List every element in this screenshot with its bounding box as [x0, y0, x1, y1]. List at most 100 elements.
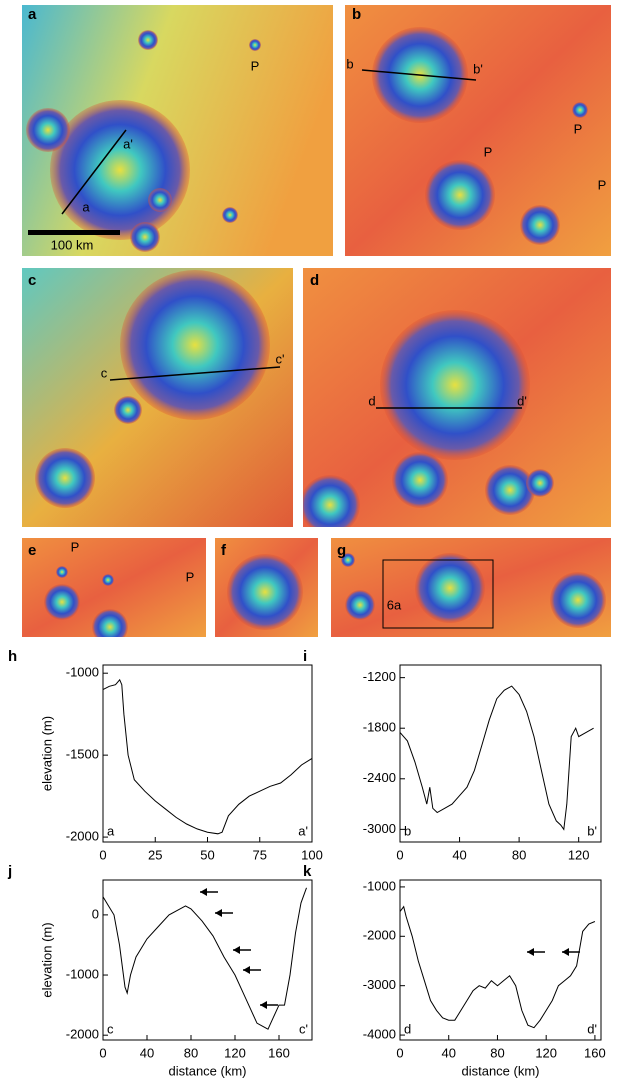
- map-label: P: [598, 177, 607, 192]
- crater: [56, 566, 68, 578]
- end-label: a': [298, 823, 308, 838]
- x-tick-label: 0: [396, 847, 403, 862]
- panel-letter: d: [310, 272, 319, 289]
- panel-letter: g: [337, 542, 346, 559]
- crater: [26, 108, 70, 152]
- map-image: [22, 268, 293, 527]
- end-label: c': [299, 1021, 308, 1036]
- x-tick-label: 0: [99, 847, 106, 862]
- y-tick-label: -2400: [363, 770, 396, 785]
- x-tick-label: 160: [584, 1045, 606, 1060]
- arrow-head: [527, 948, 534, 956]
- x-tick-label: 160: [268, 1045, 290, 1060]
- map-label: P: [251, 58, 260, 73]
- map-label: d': [517, 393, 527, 408]
- panel-letter: a: [28, 6, 37, 23]
- crater: [526, 469, 554, 497]
- x-tick-label: 40: [452, 847, 466, 862]
- map-label: P: [71, 539, 80, 554]
- start-label: b: [404, 823, 411, 838]
- map-image: [22, 5, 333, 256]
- map-label: P: [484, 144, 493, 159]
- y-tick-label: -2000: [66, 1027, 99, 1042]
- end-label: d': [587, 1021, 597, 1036]
- map-image: [22, 538, 206, 645]
- crater: [550, 572, 606, 628]
- y-tick-label: -1500: [66, 747, 99, 762]
- crater: [92, 609, 128, 645]
- x-tick-label: 120: [568, 847, 590, 862]
- x-axis-label: distance (km): [461, 1063, 539, 1078]
- profile-line: [103, 888, 307, 1029]
- crater: [380, 310, 530, 460]
- panel-letter: k: [303, 863, 312, 880]
- x-tick-label: 40: [140, 1045, 154, 1060]
- arrow-head: [243, 966, 250, 974]
- arrow-head: [215, 909, 222, 917]
- crater: [572, 102, 588, 118]
- arrow-head: [200, 888, 207, 896]
- crater: [300, 475, 360, 535]
- y-tick-label: -3000: [363, 821, 396, 836]
- panel-letter: e: [28, 542, 36, 559]
- crater: [50, 100, 190, 240]
- crater: [114, 396, 142, 424]
- crater: [227, 554, 303, 630]
- y-tick-label: -1200: [363, 669, 396, 684]
- map-label: b: [346, 56, 353, 71]
- chart: j-2000-1000004080120160cc'elevation (m)d…: [7, 863, 312, 1078]
- arrow-head: [233, 946, 240, 954]
- x-tick-label: 80: [512, 847, 526, 862]
- y-tick-label: 0: [92, 906, 99, 921]
- x-tick-label: 0: [396, 1045, 403, 1060]
- plot-frame: [103, 880, 312, 1040]
- x-axis-label: distance (km): [168, 1063, 246, 1078]
- crater: [120, 270, 270, 420]
- panel-letter: h: [8, 648, 17, 665]
- crater: [102, 574, 114, 586]
- panel-letter: b: [352, 6, 361, 23]
- x-tick-label: 25: [148, 847, 162, 862]
- map-panel: g 6a: [331, 538, 611, 637]
- map-label: d: [368, 393, 375, 408]
- crater: [392, 452, 448, 508]
- map-image: [300, 268, 611, 535]
- crater: [520, 205, 560, 245]
- map-label: a': [123, 136, 133, 151]
- panel-letter: i: [303, 648, 307, 665]
- y-tick-label: -3000: [363, 977, 396, 992]
- x-tick-label: 80: [184, 1045, 198, 1060]
- y-axis-label: elevation (m): [39, 716, 54, 791]
- y-tick-label: -4000: [363, 1026, 396, 1041]
- scale-bar: [28, 230, 120, 235]
- panel-letter: j: [7, 863, 12, 880]
- map-panel: e P P: [22, 538, 206, 645]
- plot-frame: [103, 665, 312, 842]
- y-tick-label: -2000: [363, 928, 396, 943]
- map-image: [215, 538, 318, 637]
- map-image: [345, 5, 611, 256]
- map-image: [331, 538, 611, 637]
- crater: [415, 553, 485, 623]
- crater: [35, 448, 95, 508]
- map-label: a: [82, 199, 90, 214]
- map-label: P: [574, 121, 583, 136]
- start-label: c: [107, 1021, 114, 1036]
- crater: [345, 590, 375, 620]
- map-label: c': [276, 351, 285, 366]
- map-label: 6a: [387, 597, 402, 612]
- x-tick-label: 80: [490, 1045, 504, 1060]
- crater: [130, 222, 160, 252]
- x-tick-label: 120: [535, 1045, 557, 1060]
- start-label: d: [404, 1021, 411, 1036]
- map-label: P: [186, 569, 195, 584]
- map-panel: f: [215, 538, 318, 637]
- y-tick-label: -1000: [363, 878, 396, 893]
- crater: [138, 30, 158, 50]
- arrow-head: [260, 1001, 267, 1009]
- figure: aa'aP100 kmbbb'PPPccc'ddd'ePPfg6ah-2000-…: [0, 0, 621, 1085]
